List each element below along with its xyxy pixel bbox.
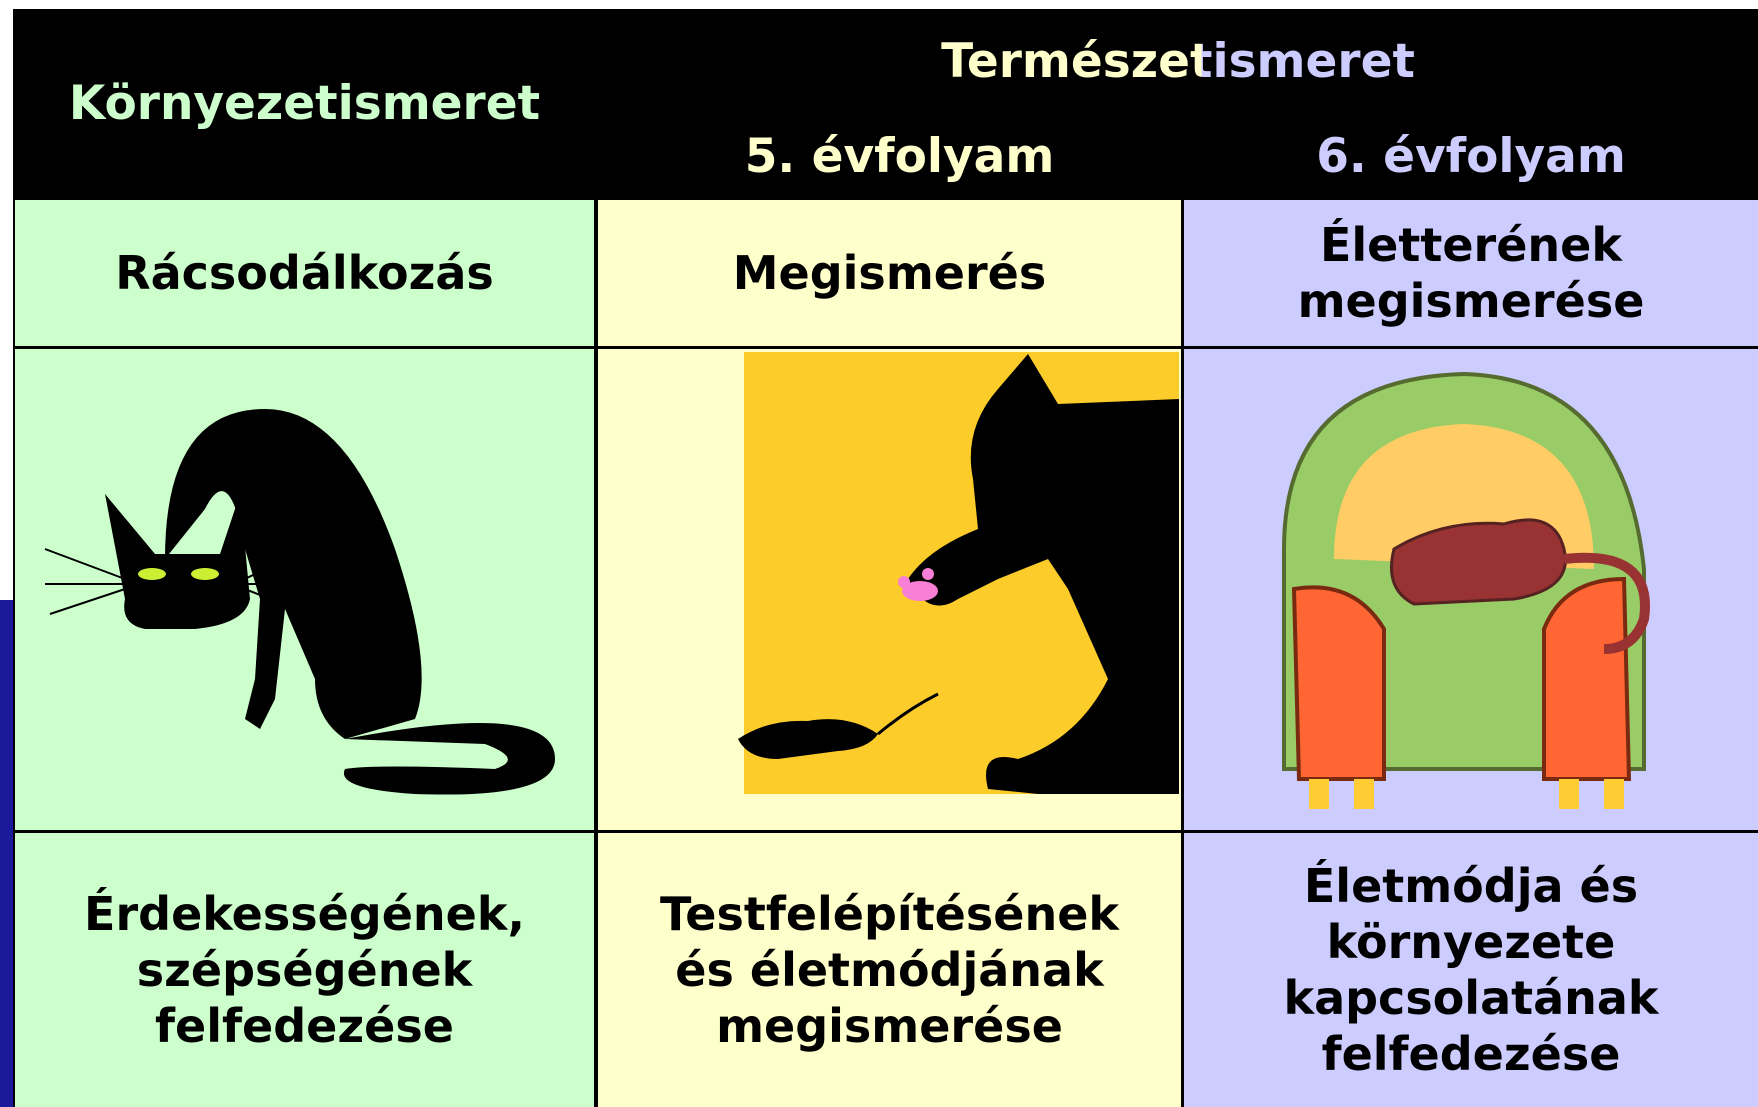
image-cell (15, 349, 594, 830)
table-cell: Rácsodálkozás (15, 200, 594, 346)
image-cell (598, 349, 1181, 830)
border (0, 0, 1758, 9)
table-cell: Testfelépítésének és életmódjának megism… (598, 833, 1181, 1107)
cat-illustration (44, 409, 555, 795)
header-cell: Természetismeret (598, 11, 1758, 113)
table-cell: Életmódja és környezete kapcsolatának fe… (1184, 833, 1758, 1107)
header-text: 6. évfolyam (1316, 128, 1626, 184)
header-text: 5. évfolyam (744, 128, 1055, 184)
table-cell: Életterének megismerése (1184, 200, 1758, 346)
header-cell: 5. évfolyam (598, 116, 1181, 197)
cell-text: Életmódja és környezete kapcsolatának fe… (1283, 858, 1659, 1082)
slide-edge (0, 600, 13, 1107)
header-cell: 6. évfolyam (1184, 116, 1758, 197)
cell-text: Érdekességének, szépségének felfedezése (84, 886, 525, 1054)
armchair-cat-illustration (1282, 371, 1650, 809)
header-text: Környezetismeret (68, 76, 541, 132)
cell-text: Rácsodálkozás (115, 245, 494, 300)
cell-text: Életterének megismerése (1297, 217, 1645, 328)
table-cell: Megismerés (598, 200, 1181, 346)
cell-text: Testfelépítésének és életmódjának megism… (659, 886, 1119, 1054)
header-cell: Környezetismeret (15, 11, 594, 197)
table-cell: Érdekességének, szépségének felfedezése (15, 833, 594, 1107)
cell-text: Megismerés (732, 245, 1047, 300)
cat-mouse-illustration (738, 352, 1179, 794)
image-cell (1184, 349, 1758, 830)
header-text: Természetismeret (941, 34, 1415, 90)
